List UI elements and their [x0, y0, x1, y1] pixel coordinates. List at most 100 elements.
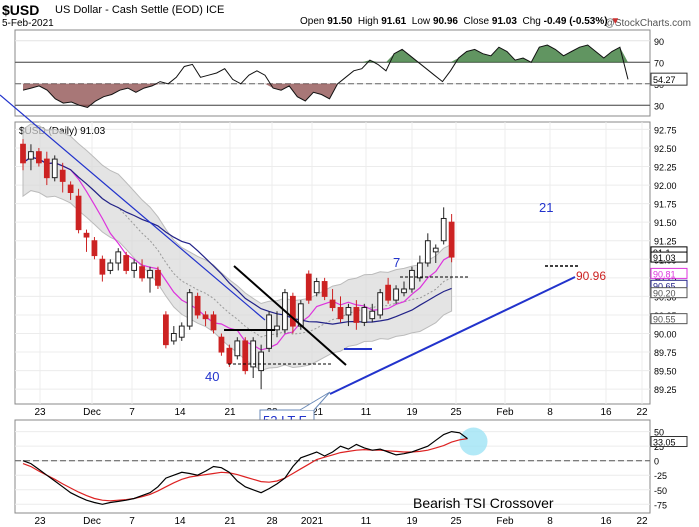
price-tick-label: 92.00	[654, 181, 677, 191]
tsi-x-tick-label: 23	[34, 516, 46, 527]
price-panel-title: $USD (Daily) 91.03	[19, 126, 106, 137]
candle-body	[432, 247, 439, 253]
candle-body	[202, 314, 209, 320]
candle-body	[401, 288, 407, 294]
price-x-tick-label: 21	[224, 407, 236, 418]
tsi-x-tick-label: 21	[224, 516, 236, 527]
price-x-tick-label: Dec	[83, 407, 101, 418]
tsi-x-tick-label: 28	[266, 516, 278, 527]
price-tick-label: 89.25	[654, 385, 677, 395]
candle-body	[67, 184, 74, 194]
price-tick-label: 91.50	[654, 218, 677, 228]
candle-body	[194, 295, 201, 316]
chart-header: $USD US Dollar - Cash Settle (EOD) ICE 5…	[0, 0, 699, 29]
uptrend-line	[329, 276, 576, 395]
tsi-tick-label: -25	[654, 471, 667, 481]
rsi-current-value: 54.27	[653, 75, 676, 85]
menu-caret-icon[interactable]: ▼	[610, 16, 621, 27]
candle-body	[409, 269, 415, 290]
candle-body	[337, 307, 344, 320]
tsi-panel-frame	[14, 419, 651, 514]
price-x-tick-label: 11	[361, 407, 372, 418]
tsi-x-tick-label: 19	[406, 516, 418, 527]
price-right-label: 90.65	[653, 281, 676, 291]
candle-body	[226, 347, 233, 364]
candle-body	[155, 269, 161, 286]
price-tick-label: 92.75	[654, 125, 677, 135]
price-x-tick-label: 8	[547, 407, 553, 418]
rsi-overbought-fill	[23, 45, 628, 63]
tsi-tick-label: 0	[654, 457, 659, 467]
candle-body	[123, 255, 130, 271]
candle-body	[59, 169, 66, 182]
candle-body	[385, 284, 392, 301]
price-x-tick-label: 25	[450, 407, 462, 418]
tsi-x-tick-label: Feb	[496, 516, 514, 527]
candle-body	[210, 314, 217, 331]
candle-body	[115, 251, 122, 264]
price-x-tick-label: 14	[174, 407, 186, 418]
price-right-label-box	[650, 267, 688, 279]
candle-body	[139, 266, 145, 279]
ohlc-readout: Open 91.50 High 91.61 Low 90.96 Close 91…	[300, 16, 620, 27]
candle-body	[289, 295, 296, 327]
candle-body	[266, 314, 272, 349]
tsi-x-tick-label: 25	[450, 516, 462, 527]
candle-body	[75, 195, 82, 231]
chg-value: -0.49 (-0.53%)	[543, 16, 608, 27]
tsi-current-value: 33.05	[653, 438, 676, 448]
candle-body	[353, 307, 360, 323]
tsi-x-tick-label: 22	[636, 516, 648, 527]
candle-body	[35, 151, 42, 164]
chart-date: 5-Feb-2021	[2, 18, 54, 29]
price-right-label: 91.03	[653, 253, 676, 263]
price-tick-label: 89.75	[654, 348, 677, 358]
symbol-description: US Dollar - Cash Settle (EOD) ICE	[55, 4, 224, 16]
price-x-tick-label: 23	[34, 407, 46, 418]
tsi-x-tick-label: 14	[174, 516, 186, 527]
candle-body	[250, 340, 257, 368]
candle-body	[131, 262, 138, 271]
crossover-highlight	[459, 427, 488, 456]
low-value: 90.96	[432, 16, 458, 27]
price-tick-label: 91.75	[654, 200, 677, 210]
candle-body	[91, 240, 98, 257]
rsi-tick-label: 30	[654, 101, 664, 111]
candle-body	[369, 310, 376, 320]
candle-body	[170, 333, 177, 342]
price-x-tick-label: 22	[636, 407, 648, 418]
candle-body	[28, 151, 34, 160]
candle-body	[321, 281, 328, 297]
exchange-text: ICE	[206, 4, 225, 16]
tsi-x-tick-label: Dec	[83, 516, 101, 527]
candle-body	[178, 325, 185, 338]
candle-body	[162, 314, 169, 346]
candle-body	[218, 336, 225, 353]
candle-body	[416, 262, 423, 279]
price-x-tick-label: 19	[406, 407, 418, 418]
low-label: Low	[411, 16, 431, 27]
candle-body	[448, 221, 455, 258]
price-right-label: 90.20	[653, 289, 676, 299]
wedge-top-line	[233, 265, 347, 366]
high-value: 91.61	[381, 16, 407, 27]
candle-body	[147, 269, 153, 279]
count-label-40: 40	[205, 369, 219, 384]
candle-body	[186, 292, 193, 327]
description-text: US Dollar - Cash Settle (EOD)	[55, 4, 203, 16]
pivot-value-label: 90.96	[576, 269, 606, 283]
candle-body	[258, 351, 265, 372]
ma-long-line	[22, 156, 452, 325]
close-value: 91.03	[491, 16, 517, 27]
candle-body	[99, 258, 106, 275]
tsi-tick-label: 25	[654, 442, 664, 452]
candle-body	[440, 217, 447, 242]
candle-body	[242, 340, 249, 372]
high-label: High	[357, 16, 379, 27]
candle-body	[361, 307, 368, 323]
candle-body	[377, 292, 384, 316]
price-x-tick-label: 16	[600, 407, 612, 418]
candle-body	[313, 281, 320, 294]
candle-body	[424, 240, 431, 264]
brand-text: @StockCharts.com	[604, 18, 691, 29]
